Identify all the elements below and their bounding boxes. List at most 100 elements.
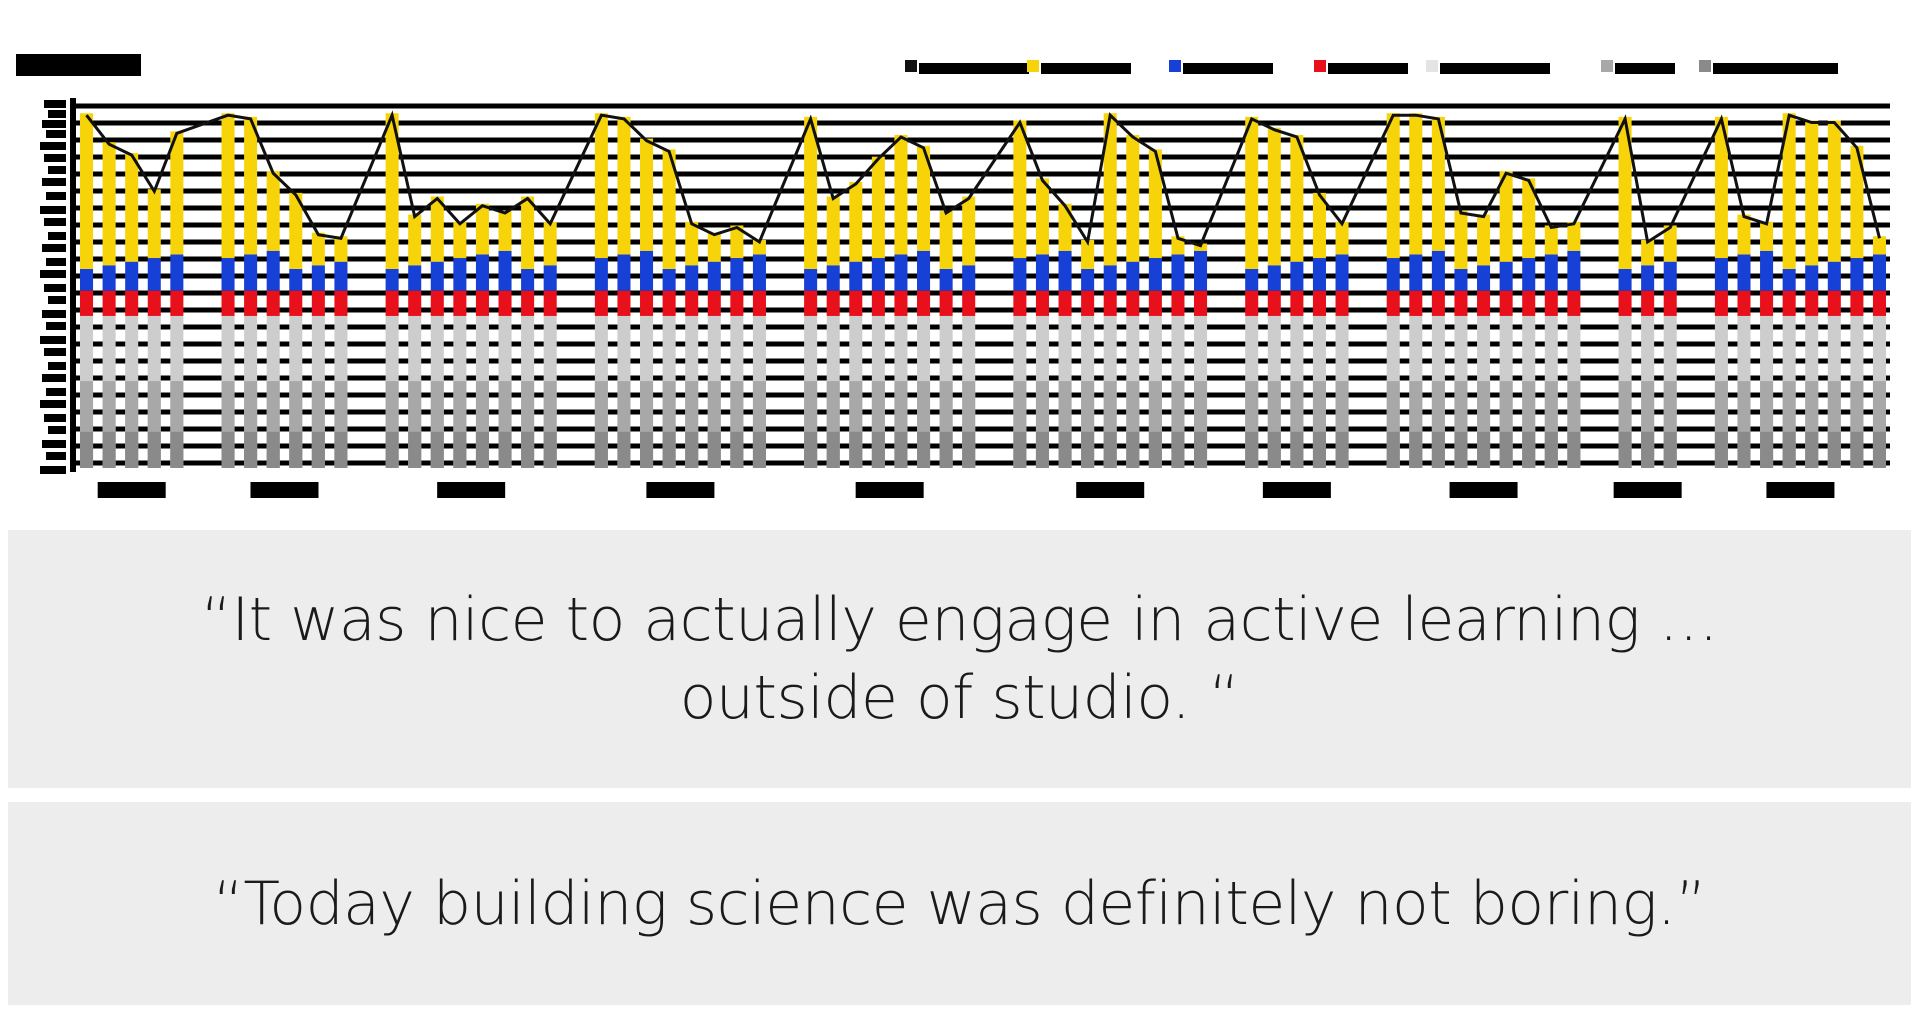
bar-segment-blue: [244, 254, 258, 291]
bar-segment-dark-gray: [849, 431, 863, 468]
bar-segment-yellow: [1872, 236, 1886, 255]
bar-segment-blue: [1805, 265, 1819, 291]
y-tick-mark: [44, 100, 66, 108]
bar-segment-red: [1312, 290, 1326, 316]
bar-segment-blue: [1641, 265, 1655, 291]
bar-segment-dark-gray: [521, 431, 535, 468]
bar-segment-red: [685, 290, 699, 316]
bar-segment-yellow: [871, 156, 885, 259]
bar-segment-blue: [1171, 254, 1185, 291]
quote-text-1: “It was nice to actually engage in activ…: [200, 585, 1719, 733]
bar-segment-yellow: [962, 196, 976, 266]
bar-segment-yellow: [1663, 225, 1677, 262]
bar-segment-dark-gray: [939, 431, 953, 468]
bar-segment-yellow: [1058, 203, 1072, 251]
bar-segment-blue: [1567, 250, 1581, 291]
y-tick-mark: [44, 348, 66, 356]
bar-segment-yellow: [685, 221, 699, 266]
bar-segment-red: [244, 290, 258, 316]
bar-segment-dark-gray: [221, 431, 235, 468]
bar-segment-blue: [1431, 250, 1445, 291]
bar-segment-red: [1081, 290, 1095, 316]
legend-swatch: [1169, 60, 1181, 72]
y-tick-mark: [42, 440, 66, 448]
bar-segment-dark-gray: [917, 431, 931, 468]
bar-segment-dark-gray: [1290, 431, 1304, 468]
bar-segment-dark-gray: [685, 431, 699, 468]
bar-segment-dark-gray: [1431, 431, 1445, 468]
bar-segment-dark-gray: [594, 431, 608, 468]
bar-segment-red: [939, 290, 953, 316]
legend-label-mark: [1615, 63, 1675, 74]
bar-segment-dark-gray: [266, 431, 280, 468]
bar-segment-yellow: [1499, 171, 1513, 262]
bar-segment-dark-gray: [1013, 431, 1027, 468]
bar-segment-red: [849, 290, 863, 316]
bar-segment-red: [1827, 290, 1841, 316]
legend-label-mark: [919, 63, 1029, 74]
y-tick-mark: [46, 388, 66, 396]
bar-segment-blue: [475, 254, 489, 291]
bar-segment-yellow: [80, 113, 94, 269]
y-tick-mark: [46, 130, 66, 138]
bar-segment-red: [125, 290, 139, 316]
bar-segment-yellow: [498, 210, 512, 251]
bar-segment-blue: [1126, 261, 1140, 291]
legend-swatch: [905, 60, 917, 72]
bar-segment-blue: [311, 265, 325, 291]
x-tick-label-mark: [646, 482, 715, 498]
bar-segment-dark-gray: [289, 431, 303, 468]
bar-segment-blue: [1267, 265, 1281, 291]
y-tick-mark: [42, 120, 66, 128]
bar-segment-blue: [685, 265, 699, 291]
bar-segment-dark-gray: [1477, 431, 1491, 468]
x-tick-label-mark: [437, 482, 506, 498]
bar-segment-yellow: [170, 131, 184, 255]
bar-segment-dark-gray: [707, 431, 721, 468]
bar-segment-dark-gray: [1035, 431, 1049, 468]
bar-segment-yellow: [1760, 221, 1774, 251]
bar-segment-blue: [1663, 261, 1677, 291]
bar-segment-blue: [617, 254, 631, 291]
bar-segment-red: [102, 290, 116, 316]
bar-segment-dark-gray: [1499, 431, 1513, 468]
y-tick-mark: [40, 336, 66, 344]
bar-segment-dark-gray: [102, 431, 116, 468]
bar-segment-dark-gray: [311, 431, 325, 468]
bar-segment-dark-gray: [1522, 431, 1536, 468]
bar-segment-red: [752, 290, 766, 316]
bar-segment-blue: [1760, 250, 1774, 291]
bar-segment-dark-gray: [1386, 431, 1400, 468]
y-tick-mark: [42, 374, 66, 382]
bar-segment-yellow: [1126, 134, 1140, 262]
x-tick-label-mark: [1262, 482, 1331, 498]
bar-segment-yellow: [1081, 239, 1095, 269]
bar-segment-red: [453, 290, 467, 316]
bar-segment-blue: [917, 250, 931, 291]
bar-segment-dark-gray: [475, 431, 489, 468]
bar-segment-red: [707, 290, 721, 316]
bar-segment-yellow: [640, 138, 654, 251]
y-tick-mark: [48, 426, 66, 434]
bar-segment-yellow: [1641, 239, 1655, 266]
bar-segment-yellow: [334, 236, 348, 262]
bar-segment-yellow: [849, 182, 863, 262]
bar-segment-blue: [707, 261, 721, 291]
bar-segment-yellow: [1522, 178, 1536, 259]
bar-segment-dark-gray: [1245, 431, 1259, 468]
bar-segment-blue: [939, 268, 953, 291]
quote-box-2: “Today building science was definitely n…: [8, 802, 1911, 1005]
bar-segment-yellow: [826, 196, 840, 266]
bar-segment-blue: [385, 268, 399, 291]
bar-segment-red: [311, 290, 325, 316]
bar-segment-blue: [1499, 261, 1513, 291]
quote-box-1: “It was nice to actually engage in activ…: [8, 530, 1911, 788]
bar-segment-blue: [1714, 258, 1728, 291]
bar-segment-yellow: [894, 134, 908, 255]
legend-swatch: [1027, 60, 1039, 72]
bar-segment-yellow: [1431, 116, 1445, 251]
bar-segment-red: [1454, 290, 1468, 316]
bar-segment-red: [1171, 290, 1185, 316]
bar-segment-dark-gray: [1567, 431, 1581, 468]
legend-swatch: [1314, 60, 1326, 72]
